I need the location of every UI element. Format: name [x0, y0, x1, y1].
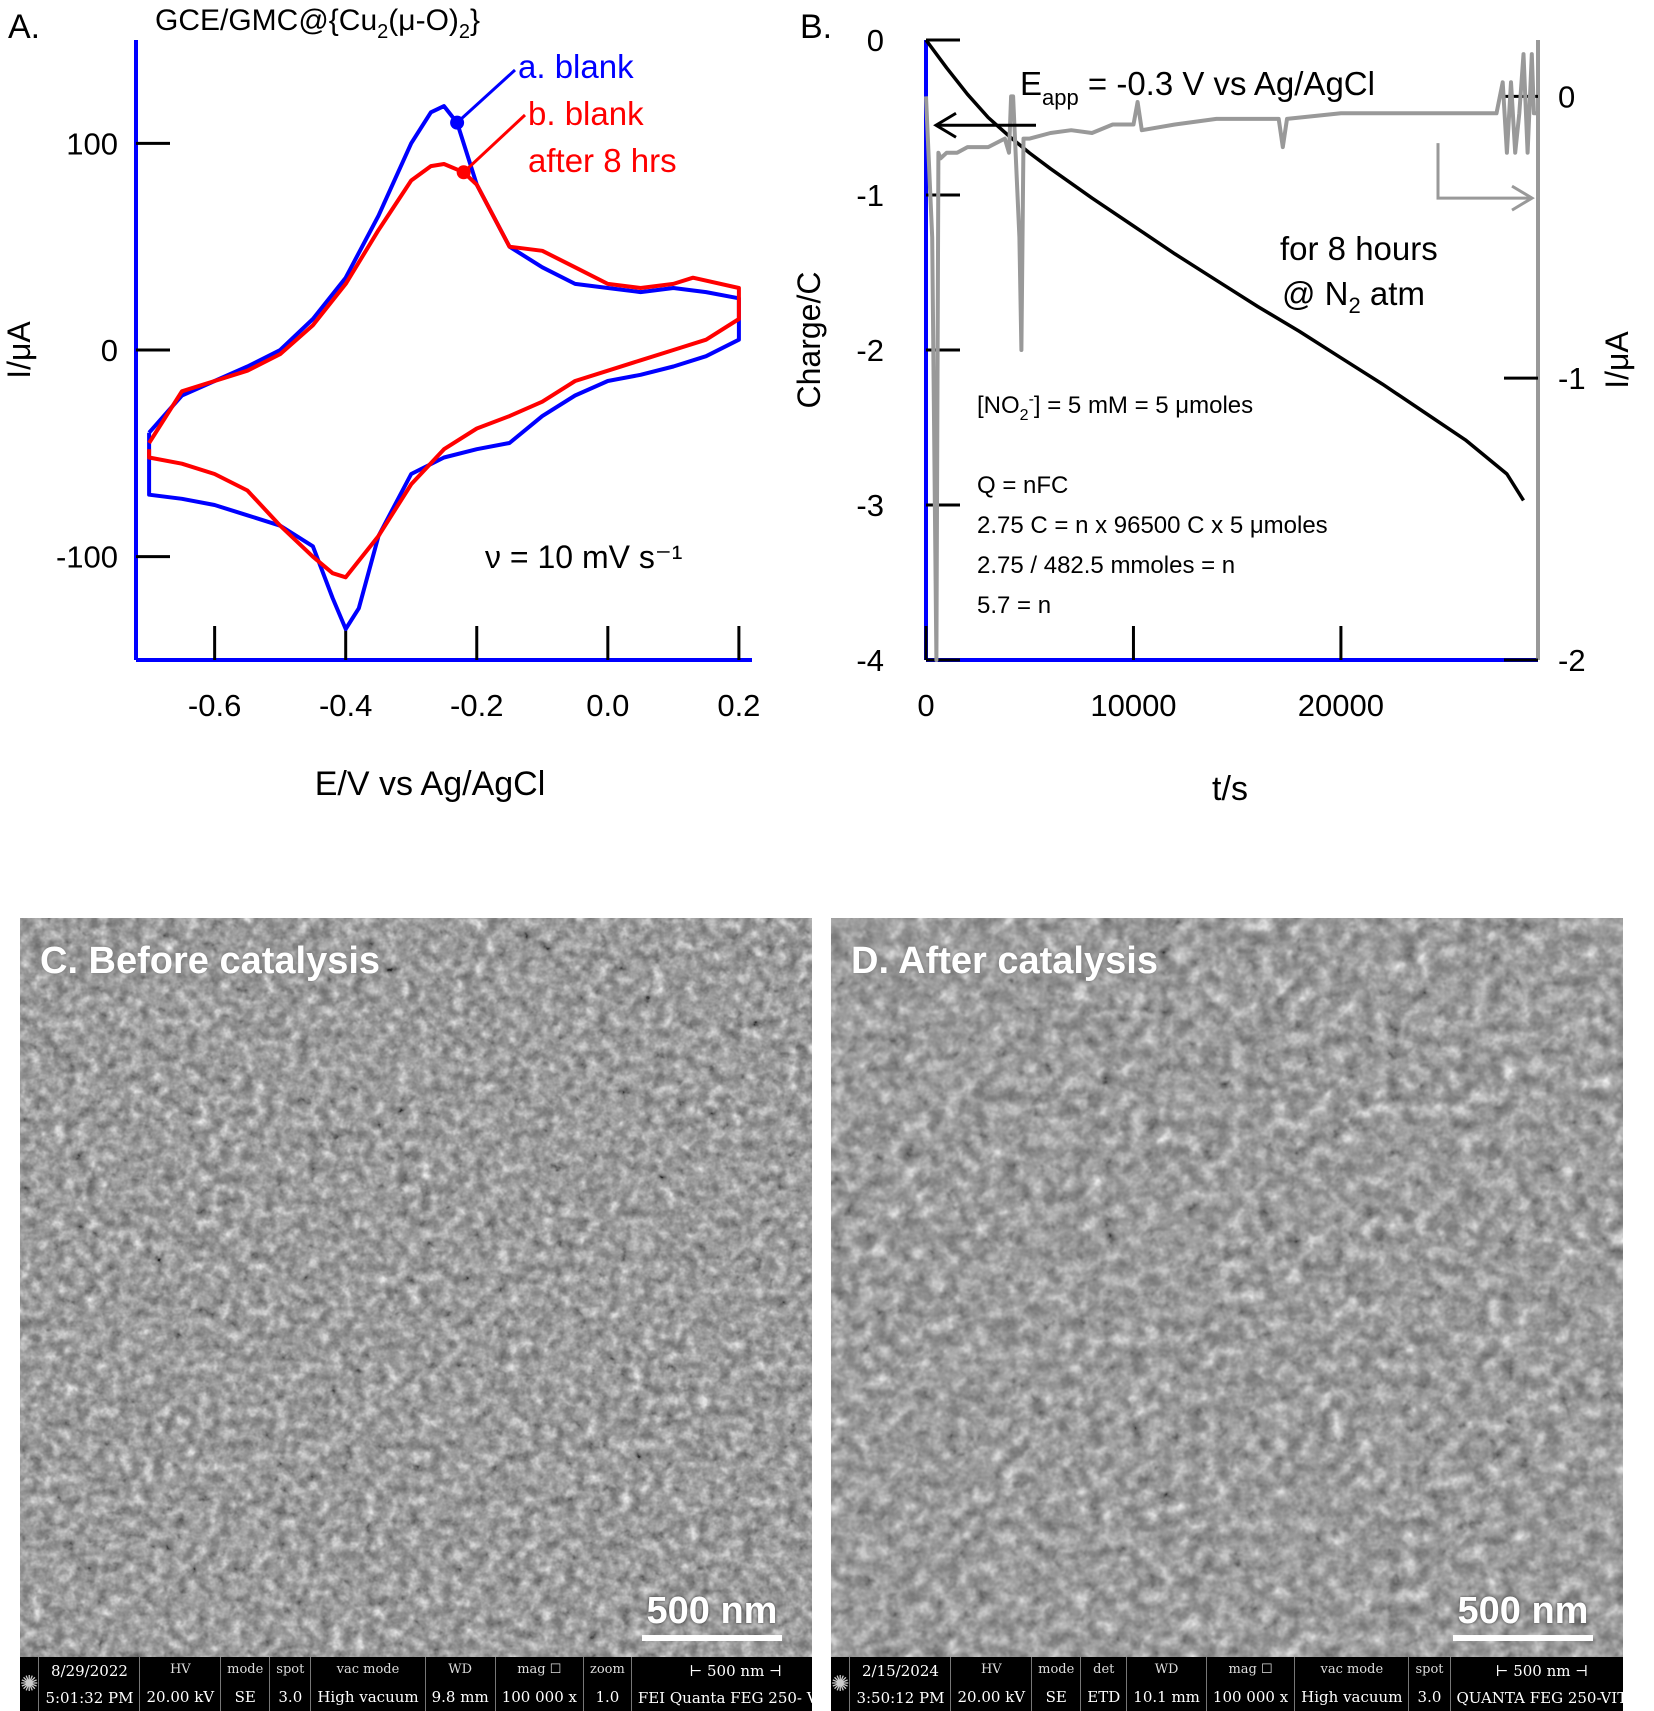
right-axis-arrowhead-icon	[1511, 184, 1535, 212]
instrument-logo-icon: ✺	[831, 1671, 850, 1697]
equation-2: 2.75 C = n x 96500 C x 5 μmoles	[977, 512, 1328, 539]
sem-image-after: D. After catalysis 500 nm ✺ 2/15/2024 3:5…	[831, 918, 1623, 1711]
chronocoulometry-chart: -4 -3 -2 -1 0 -2 -1 0 0 10000 20000 t/s Charge/C I…	[791, 23, 1635, 808]
eapp-annotation: Eapp = -0.3 V vs Ag/AgCl	[1020, 65, 1375, 110]
a-y-tick-label: 0	[101, 333, 118, 368]
b-y-tick-label: 0	[867, 23, 884, 58]
b-y2-tick-label: -1	[1558, 361, 1586, 396]
panel-label-b: B.	[800, 8, 833, 46]
b-y-tick-label: -4	[856, 643, 884, 678]
b-x-tick-label: 20000	[1298, 688, 1384, 723]
a-leader-line	[456, 68, 517, 124]
chart-a-ylabel: I/μA	[1, 321, 37, 379]
a-y-tick-label: 100	[66, 126, 118, 161]
b-y-tick-label: -3	[856, 488, 884, 523]
chart-a-title: GCE/GMC@{Cu2(μ-O)2}	[155, 4, 480, 43]
legend-b-blank-line2: after 8 hrs	[528, 142, 677, 179]
sem-image-before: C. Before catalysis 500 nm ✺ 8/29/2022 5:…	[20, 918, 812, 1711]
chart-a-xlabel: E/V vs Ag/AgCl	[315, 765, 546, 803]
a-x-tick-label: -0.2	[450, 688, 503, 723]
a-leader-line	[462, 113, 527, 174]
concentration-annotation: [NO2-] = 5 mM = 5 μmoles	[977, 391, 1253, 424]
scan-rate-annotation: ν = 10 mV s⁻¹	[485, 539, 682, 575]
a-y-tick-label: -100	[56, 540, 118, 575]
cv-chart: GCE/GMC@{Cu2(μ-O)2} -100 0 100 -0.6 -0.4 -0.2…	[1, 4, 760, 803]
a-x-tick-label: -0.4	[319, 688, 372, 723]
a-series-after-8-hrs	[147, 162, 741, 580]
a-series-marker	[456, 165, 471, 180]
chart-b-ylabel: Charge/C	[791, 272, 827, 409]
sem-info-bar-after: ✺ 2/15/2024 3:50:12 PM HV 20.00 kV mode SE …	[831, 1657, 1623, 1711]
b-y-tick-label: -2	[856, 333, 884, 368]
a-series-marker	[450, 115, 465, 130]
b-series-current	[924, 52, 1538, 662]
sem-title-before: C. Before catalysis	[40, 940, 381, 982]
left-axis-arrowhead-icon	[933, 111, 957, 139]
b-series-charge	[924, 38, 1525, 502]
sem-texture-before	[20, 918, 812, 1658]
equation-1: Q = nFC	[977, 472, 1068, 499]
chart-b-y2label: I/μA	[1599, 331, 1635, 389]
instrument-logo-icon: ✺	[20, 1671, 39, 1697]
duration-annotation-1: for 8 hours	[1280, 230, 1438, 267]
legend-b-blank-line1: b. blank	[528, 95, 644, 132]
scale-bar-before: 500 nm	[642, 1590, 782, 1641]
panel-label-a: A.	[8, 8, 41, 46]
b-y2-tick-label: 0	[1558, 79, 1575, 114]
equation-4: 5.7 = n	[977, 592, 1051, 619]
b-y2-tick-label: -2	[1558, 643, 1586, 678]
chart-b-xlabel: t/s	[1212, 770, 1248, 808]
b-x-tick-label: 10000	[1090, 688, 1176, 723]
a-x-tick-label: -0.6	[188, 688, 241, 723]
a-x-tick-label: 0.2	[717, 688, 760, 723]
sem-info-bar-before: ✺ 8/29/2022 5:01:32 PM HV 20.00 kV mode SE …	[20, 1657, 812, 1711]
duration-annotation-2: @ N2 atm	[1282, 275, 1425, 318]
legend-a-blank: a. blank	[518, 48, 634, 85]
sem-texture-after	[831, 918, 1623, 1658]
b-y-tick-label: -1	[856, 178, 884, 213]
scale-bar-after: 500 nm	[1453, 1590, 1593, 1641]
equation-3: 2.75 / 482.5 mmoles = n	[977, 552, 1235, 579]
a-series-blank	[147, 104, 741, 631]
b-x-tick-label: 0	[917, 688, 934, 723]
right-axis-arrow-icon	[1436, 143, 1532, 200]
a-x-tick-label: 0.0	[586, 688, 629, 723]
sem-title-after: D. After catalysis	[851, 940, 1158, 982]
